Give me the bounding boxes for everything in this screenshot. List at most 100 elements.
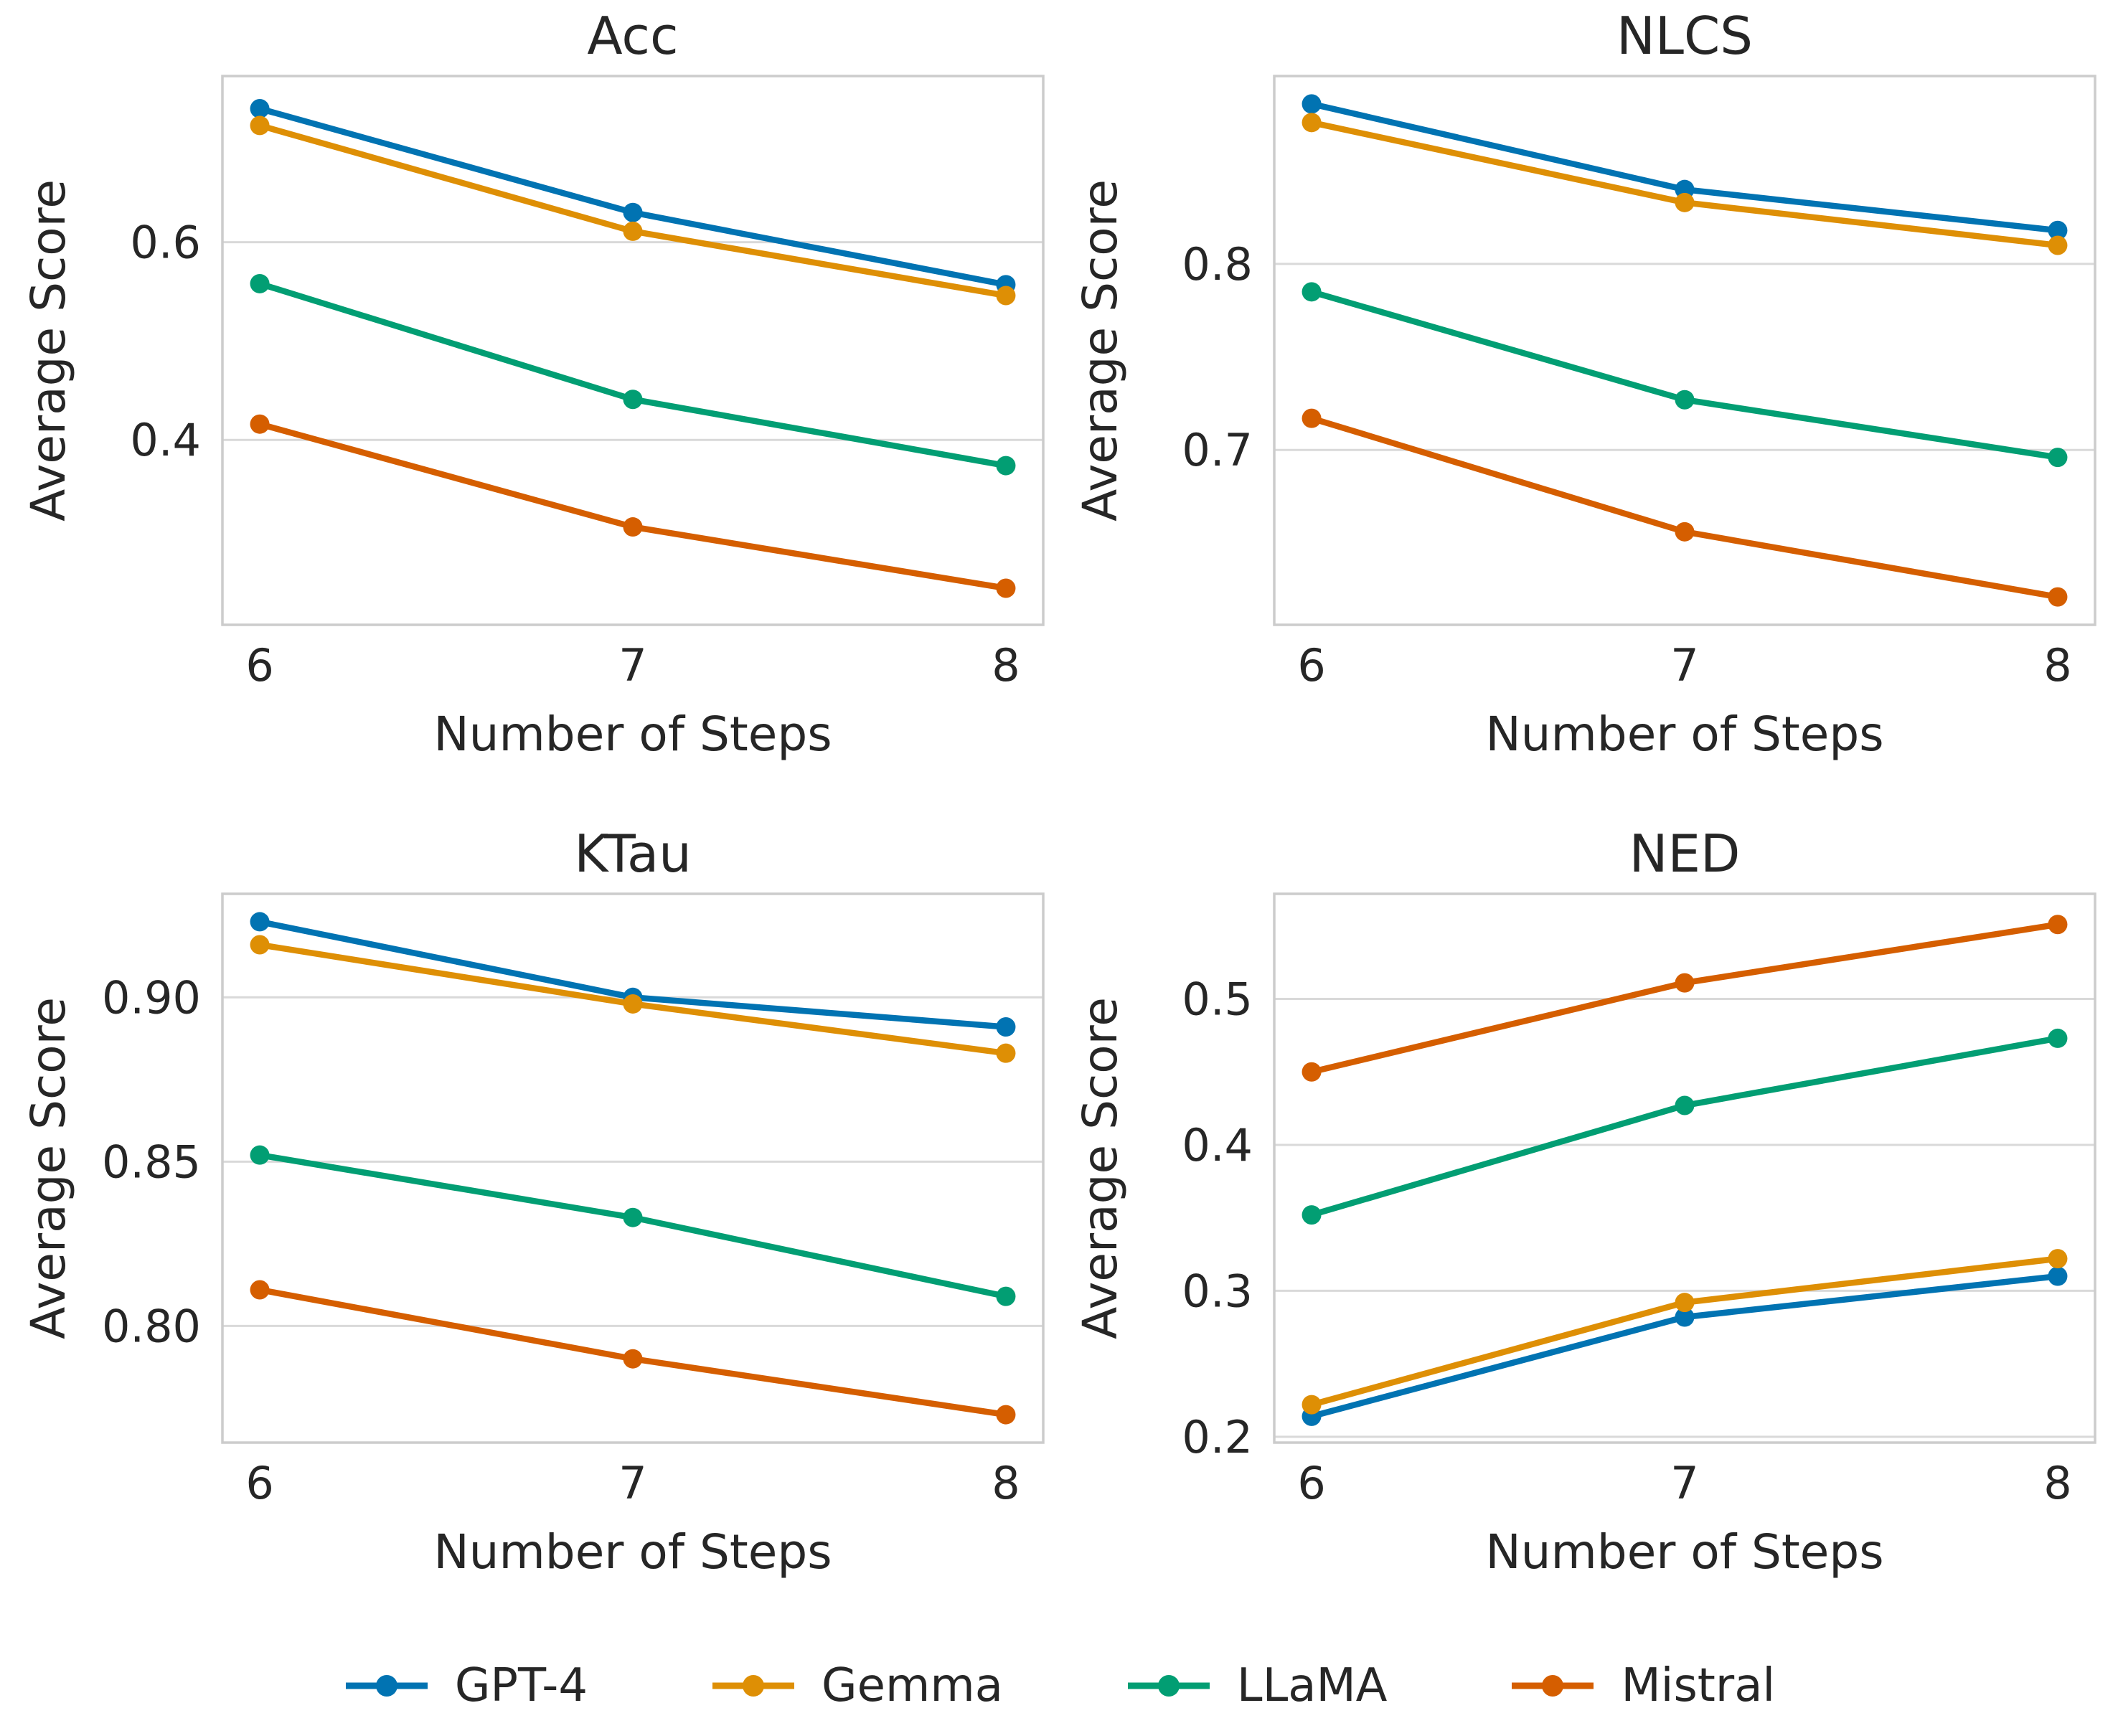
- x-axis-label: Number of Steps: [433, 1524, 832, 1580]
- y-axis-label: Average Score: [1073, 179, 1128, 522]
- y-tick-label: 0.4: [1182, 1119, 1253, 1171]
- legend-label-gpt-4: GPT-4: [454, 1659, 588, 1712]
- series-line-llama: [1308, 288, 2061, 461]
- series-line-llama: [256, 280, 1009, 469]
- data-point-mistral: [623, 517, 643, 537]
- x-axis-label: Number of Steps: [433, 707, 832, 762]
- y-tick-label: 0.5: [1182, 973, 1253, 1025]
- x-axis-label: Number of Steps: [1485, 1524, 1883, 1580]
- legend-marker-icon: [1512, 1675, 1594, 1697]
- data-point-mistral: [2048, 587, 2068, 607]
- x-tick-label: 6: [245, 639, 273, 692]
- data-point-llama: [1302, 1205, 1322, 1225]
- series-line-llama: [1308, 1035, 2061, 1218]
- x-tick-label: 6: [1297, 1457, 1325, 1509]
- y-tick-label: 0.90: [102, 971, 201, 1024]
- data-point-mistral: [1675, 522, 1695, 542]
- y-tick-label: 0.6: [130, 217, 201, 269]
- chart-panel-top-right: 0.8 0.7 6 7 8 NLCS Number of Steps Average Scor…: [1059, 0, 2111, 818]
- data-point-llama: [1675, 1095, 1695, 1115]
- data-point-mistral: [996, 578, 1016, 598]
- data-point-llama: [623, 390, 643, 410]
- data-point-gemma: [996, 1043, 1016, 1063]
- legend-item-mistral: Mistral: [1509, 1663, 1775, 1709]
- y-axis-label: Average Score: [21, 997, 76, 1339]
- y-tick-label: 0.3: [1182, 1265, 1253, 1317]
- series-line-mistral: [1308, 415, 2061, 600]
- data-point-gemma: [250, 935, 270, 955]
- series-line-gemma: [1308, 1255, 2061, 1408]
- x-tick-label: 8: [992, 1457, 1020, 1509]
- legend-marker-icon: [712, 1675, 795, 1697]
- data-point-gemma: [996, 286, 1016, 306]
- data-point-llama: [250, 1145, 270, 1165]
- data-point-mistral: [1302, 1062, 1322, 1082]
- plot-border: [221, 892, 1045, 1444]
- x-axis-label: Number of Steps: [1485, 707, 1883, 762]
- data-point-gpt-4: [623, 202, 643, 222]
- data-point-mistral: [1675, 973, 1695, 993]
- data-point-gemma: [623, 994, 643, 1014]
- chart-acc: 0.6 0.4 6 7 8 Acc Number of Steps Average Score: [21, 6, 1045, 762]
- legend-item-gemma: Gemma: [710, 1663, 1003, 1709]
- data-point-llama: [2048, 448, 2068, 468]
- data-point-mistral: [996, 1405, 1016, 1425]
- legend-marker-icon: [1127, 1675, 1210, 1697]
- data-point-llama: [623, 1207, 643, 1227]
- legend-marker-icon: [345, 1675, 428, 1697]
- data-point-gemma: [623, 221, 643, 241]
- legend: GPT-4 Gemma LLaMA Mistral: [7, 1636, 2111, 1736]
- chart-panel-bottom-right: 0.5 0.4 0.3 0.2 6 7 8 NED Number of Steps Average…: [1059, 818, 2111, 1636]
- data-point-mistral: [250, 1280, 270, 1300]
- data-point-gpt-4: [1302, 94, 1322, 114]
- chart-panel-top-left: 0.6 0.4 6 7 8 Acc Number of Steps Average Score: [7, 0, 1059, 818]
- y-axis-label: Average Score: [21, 179, 76, 522]
- data-point-llama: [1675, 390, 1695, 410]
- x-tick-label: 8: [2043, 1457, 2071, 1509]
- legend-label-gemma: Gemma: [822, 1659, 1003, 1712]
- chart-ktau: 0.90 0.85 0.80 6 7 8 KTau Number of Steps Averag…: [21, 824, 1045, 1580]
- data-point-gemma: [2048, 235, 2068, 255]
- x-tick-label: 6: [1297, 639, 1325, 692]
- data-point-llama: [2048, 1028, 2068, 1048]
- chart-title: KTau: [574, 824, 691, 884]
- x-tick-label: 7: [618, 1457, 646, 1509]
- data-point-gemma: [2048, 1249, 2068, 1269]
- legend-item-gpt-4: GPT-4: [343, 1663, 588, 1709]
- data-point-gpt-4: [1675, 1307, 1695, 1327]
- data-point-gemma: [1675, 1293, 1695, 1313]
- plot-border: [1273, 892, 2096, 1444]
- data-point-mistral: [2048, 915, 2068, 935]
- data-point-gpt-4: [2048, 1266, 2068, 1286]
- plot-border: [1273, 75, 2096, 626]
- data-point-llama: [250, 273, 270, 293]
- x-tick-label: 8: [992, 639, 1020, 692]
- data-point-gpt-4: [996, 1017, 1016, 1037]
- y-tick-label: 0.4: [130, 414, 201, 466]
- chart-title: NED: [1629, 824, 1741, 884]
- chart-title: Acc: [587, 6, 678, 66]
- data-point-mistral: [1302, 408, 1322, 428]
- chart-panel-bottom-left: 0.90 0.85 0.80 6 7 8 KTau Number of Steps Averag…: [7, 818, 1059, 1636]
- x-tick-label: 8: [2043, 639, 2071, 692]
- x-tick-label: 7: [1670, 1457, 1698, 1509]
- data-point-gemma: [250, 115, 270, 136]
- data-point-gemma: [1302, 1395, 1322, 1415]
- plot-border: [221, 75, 1045, 626]
- chart-ned: 0.5 0.4 0.3 0.2 6 7 8 NED Number of Steps Average…: [1073, 824, 2096, 1580]
- x-tick-label: 6: [245, 1457, 273, 1509]
- data-point-gpt-4: [250, 912, 270, 932]
- y-tick-label: 0.2: [1182, 1411, 1253, 1463]
- data-point-llama: [996, 456, 1016, 476]
- data-point-gemma: [1302, 113, 1322, 133]
- legend-label-llama: LLaMA: [1236, 1659, 1388, 1712]
- chart-nlcs: 0.8 0.7 6 7 8 NLCS Number of Steps Average Scor…: [1073, 6, 2096, 762]
- data-point-gpt-4: [2048, 220, 2068, 240]
- data-point-mistral: [623, 1349, 643, 1369]
- data-point-gemma: [1675, 192, 1695, 212]
- data-point-gpt-4: [250, 98, 270, 118]
- data-point-llama: [996, 1286, 1016, 1306]
- x-tick-label: 7: [618, 639, 646, 692]
- series-line-gpt-4: [256, 105, 1009, 288]
